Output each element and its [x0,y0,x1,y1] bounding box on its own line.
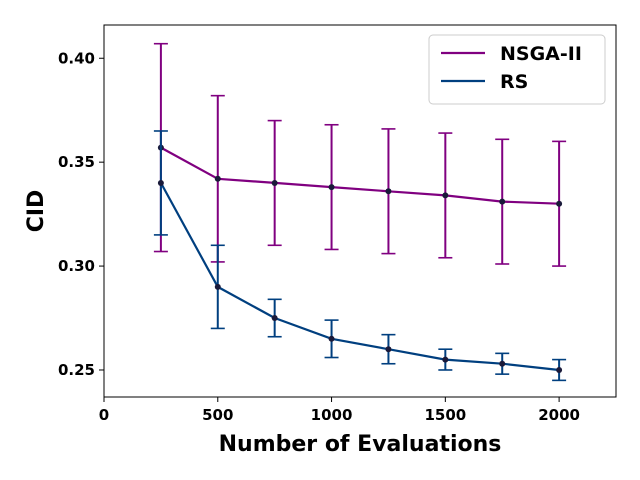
plot-frame [103,24,617,398]
series-line [159,182,560,372]
legend-label: RS [500,71,528,93]
x-tick-label: 2000 [538,406,580,424]
data-point [214,175,221,182]
x-tick-label: 500 [202,406,233,424]
y-axis: 0.25 0.30 0.35 0.40 [58,49,104,379]
x-tick-label: 1500 [424,406,466,424]
data-point [442,356,449,363]
data-point [328,335,335,342]
data-point [442,192,449,199]
data-point [556,200,563,207]
series-line [160,146,560,205]
y-tick-label: 0.30 [58,257,95,275]
data-point [499,360,506,367]
data-point [271,315,278,322]
legend: NSGA-II RS [428,34,606,105]
y-tick-label: 0.25 [58,361,95,379]
legend-label: NSGA-II [500,43,582,65]
y-tick-label: 0.35 [58,153,95,171]
y-tick-label: 0.40 [58,49,95,67]
data-point [385,188,392,195]
data-point [214,283,221,290]
series-nsga-ii [153,42,567,267]
series-rs [153,130,567,382]
x-axis-title: Number of Evaluations [219,432,502,457]
data-point [271,179,278,186]
data-point [385,346,392,353]
data-point [556,366,563,373]
data-point [328,184,335,191]
data-point [499,198,506,205]
series-layer [153,42,567,382]
x-axis: 0 500 1000 1500 2000 [99,397,580,424]
x-tick-label: 1000 [311,406,353,424]
x-tick-label: 0 [99,406,109,424]
data-point [157,179,164,186]
y-axis-title: CID [24,190,49,233]
